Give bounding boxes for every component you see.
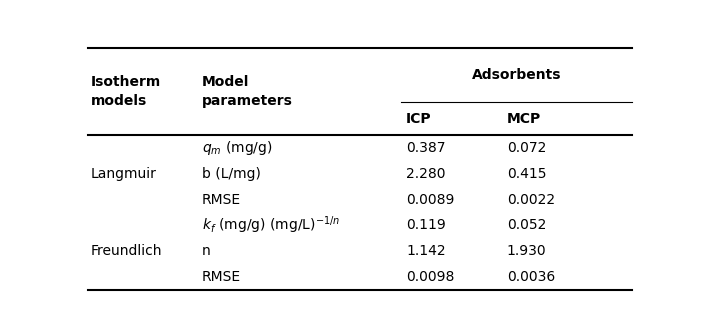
Text: 0.0098: 0.0098: [406, 270, 454, 284]
Text: MCP: MCP: [507, 112, 541, 126]
Text: 1.142: 1.142: [406, 244, 446, 258]
Text: RMSE: RMSE: [202, 270, 241, 284]
Text: Freundlich: Freundlich: [91, 244, 162, 258]
Text: b (L/mg): b (L/mg): [202, 167, 261, 181]
Text: Langmuir: Langmuir: [91, 167, 157, 181]
Text: $k_f$ (mg/g) (mg/L)$^{-1/n}$: $k_f$ (mg/g) (mg/L)$^{-1/n}$: [202, 214, 340, 236]
Text: ICP: ICP: [406, 112, 432, 126]
Text: 0.0036: 0.0036: [507, 270, 555, 284]
Text: n: n: [202, 244, 211, 258]
Text: 0.0022: 0.0022: [507, 192, 555, 206]
Text: 0.072: 0.072: [507, 141, 546, 155]
Text: 0.415: 0.415: [507, 167, 546, 181]
Text: $q_m$ (mg/g): $q_m$ (mg/g): [202, 139, 272, 157]
Text: Adsorbents: Adsorbents: [472, 68, 561, 82]
Text: Isotherm
models: Isotherm models: [91, 75, 161, 108]
Text: 0.052: 0.052: [507, 218, 546, 232]
Text: 0.119: 0.119: [406, 218, 446, 232]
Text: 1.930: 1.930: [507, 244, 546, 258]
Text: Model
parameters: Model parameters: [202, 75, 293, 108]
Text: 0.0089: 0.0089: [406, 192, 454, 206]
Text: 2.280: 2.280: [406, 167, 446, 181]
Text: RMSE: RMSE: [202, 192, 241, 206]
Text: 0.387: 0.387: [406, 141, 446, 155]
